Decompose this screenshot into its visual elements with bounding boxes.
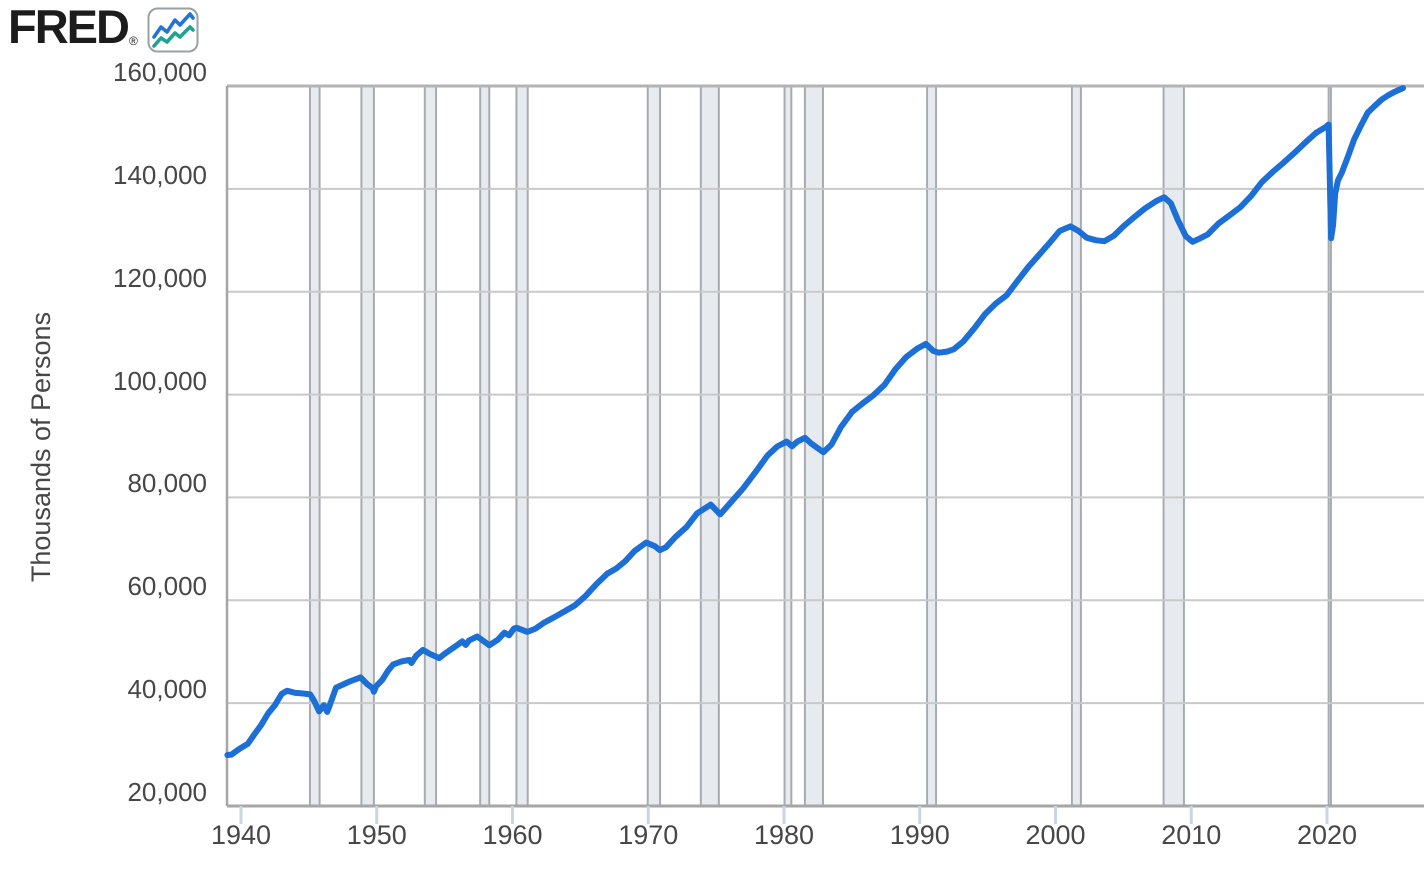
gridlines-group — [227, 85, 1424, 807]
y-tick-label: 80,000 — [127, 468, 207, 499]
employment-data-line[interactable] — [224, 85, 1406, 758]
x-tick-label: 1980 — [753, 820, 815, 850]
recession-shading-group — [308, 86, 1332, 806]
x-tick-label: 1970 — [618, 820, 679, 850]
y-tick-label: 100,000 — [113, 365, 207, 396]
y-tick-label: 20,000 — [127, 777, 207, 807]
x-tick-label: 1990 — [889, 820, 950, 850]
recession-band — [647, 86, 661, 806]
fred-logo-text: FRED — [8, 0, 130, 53]
recession-band — [1071, 86, 1081, 806]
axis-frame-group — [225, 84, 1424, 808]
y-tick-label: 120,000 — [113, 262, 207, 293]
x-tick-label: 1940 — [210, 820, 272, 850]
axis-ticks-group — [239, 806, 1329, 824]
x-tick-label: 2020 — [1296, 820, 1358, 850]
fred-logo[interactable]: FRED ® — [8, 2, 199, 58]
x-tick-label: 2000 — [1025, 820, 1086, 850]
x-tick-label: 1950 — [346, 820, 407, 850]
recession-band — [309, 86, 320, 806]
recession-band — [361, 86, 374, 806]
recession-band — [700, 86, 719, 806]
recession-band — [1328, 86, 1331, 806]
recession-band — [480, 86, 490, 806]
registered-trademark-symbol: ® — [128, 34, 138, 48]
recession-band — [927, 86, 937, 806]
y-tick-label: 160,000 — [113, 57, 207, 87]
data-line-group — [224, 85, 1406, 758]
recession-band — [424, 86, 437, 806]
recession-band — [1163, 86, 1184, 806]
y-tick-label: 140,000 — [113, 159, 207, 190]
x-tick-label: 1960 — [482, 820, 543, 850]
y-tick-label: 60,000 — [127, 571, 207, 602]
recession-band — [516, 86, 528, 806]
x-tick-label: 2010 — [1161, 820, 1222, 850]
y-tick-label: 40,000 — [127, 674, 207, 705]
fred-sparkline-icon — [147, 7, 199, 58]
